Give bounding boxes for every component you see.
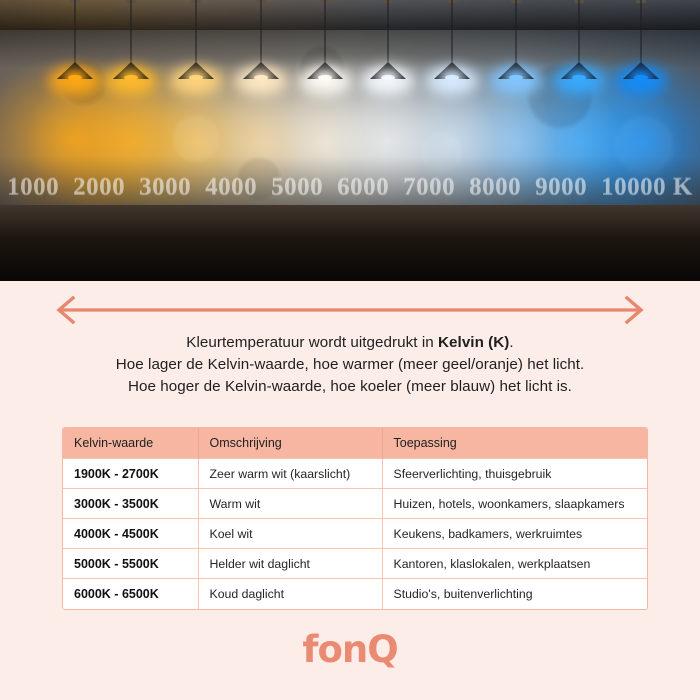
cell-kelvin-value: 6000K - 6500K	[63, 578, 199, 609]
wall-kelvin-label: 8000	[469, 173, 522, 200]
wall-kelvin-label: 3000	[139, 173, 192, 200]
range-arrow	[0, 296, 700, 326]
lamp-cord	[324, 0, 326, 72]
description-line-1-post: .	[509, 334, 514, 351]
lamp-cord	[74, 0, 76, 72]
table-row: 6000K - 6500K Koud daglicht Studio's, buit…	[63, 578, 647, 609]
wall-vignette	[0, 30, 700, 205]
ceiling	[0, 0, 700, 34]
lamp-cord	[451, 0, 453, 72]
double-arrow-icon	[56, 296, 644, 324]
kelvin-k-emphasis: Kelvin (K)	[438, 334, 510, 351]
lamp-bulb	[124, 75, 138, 80]
kelvin-table: Kelvin-waarde Omschrijving Toepassing 1900…	[63, 428, 647, 609]
pendant-lamp-3000k	[169, 0, 223, 96]
table-body: 1900K - 2700K Zeer warm wit (kaarslicht) S…	[63, 458, 647, 609]
cell-description: Koel wit	[198, 518, 383, 549]
description-line-2: Hoe lager de Kelvin-waarde, hoe warmer (…	[115, 356, 585, 373]
wall-kelvin-label: 2000	[73, 173, 126, 200]
lamp-cord	[130, 0, 132, 72]
lamp-cord	[260, 0, 262, 72]
wooden-floor	[0, 205, 700, 281]
cell-application: Kantoren, klaslokalen, werkplaatsen	[382, 548, 647, 579]
pendant-lamp-8000k	[489, 0, 543, 96]
kelvin-scale-labels: 1000 2000 3000 4000 5000 6000 7000 8000 9000 1000…	[0, 172, 700, 202]
table-row: 5000K - 5500K Helder wit daglicht Kantoren…	[63, 548, 647, 579]
table-header-row: Kelvin-waarde Omschrijving Toepassing	[63, 428, 647, 459]
lamp-cord	[195, 0, 197, 72]
cell-description: Zeer warm wit (kaarslicht)	[198, 458, 383, 489]
cell-kelvin-value: 1900K - 2700K	[63, 458, 199, 489]
lamp-bulb	[634, 75, 648, 80]
lamp-shade	[113, 62, 149, 79]
lamp-bulb	[572, 75, 586, 80]
fonq-logo[interactable]: fonQ	[302, 628, 398, 671]
cell-application: Keukens, badkamers, werkruimtes	[382, 518, 647, 549]
lamp-bulb	[189, 75, 203, 80]
lamp-bulb	[68, 75, 82, 80]
table-row: 3000K - 3500K Warm wit Huizen, hotels, woo…	[63, 488, 647, 519]
pendant-lamp-10000k	[614, 0, 668, 96]
description-line-1: Kleurtemperatuur wordt uitgedrukt in Kel…	[0, 332, 700, 354]
lamp-bulb	[445, 75, 459, 80]
cell-kelvin-value: 3000K - 3500K	[63, 488, 199, 519]
pendant-lamp-7000k	[425, 0, 479, 96]
lamp-cord	[515, 0, 517, 72]
wall-kelvin-label: 9000	[535, 173, 588, 200]
wall	[0, 30, 700, 205]
pendant-lamp-4000k	[234, 0, 288, 96]
pendant-lamp-9000k	[552, 0, 606, 96]
pendant-lamp-6000k	[361, 0, 415, 96]
lamp-shade	[623, 62, 659, 79]
lamp-shade	[561, 62, 597, 79]
wall-kelvin-label: 5000	[271, 173, 324, 200]
table-row: 1900K - 2700K Zeer warm wit (kaarslicht) S…	[63, 458, 647, 489]
pendant-lamp-1000k	[48, 0, 102, 96]
kelvin-table-container: Kelvin-waarde Omschrijving Toepassing 1900…	[62, 427, 648, 610]
wall-kelvin-label: 7000	[403, 173, 456, 200]
wall-kelvin-label: 10000 K	[601, 173, 693, 200]
lamp-shade	[57, 62, 93, 79]
cell-kelvin-value: 5000K - 5500K	[63, 548, 199, 579]
description-line-1-pre: Kleurtemperatuur wordt uitgedrukt in	[186, 334, 439, 351]
table-header-cell-1: Kelvin-waarde	[63, 428, 199, 459]
description-line-3: Hoe hoger de Kelvin-waarde, hoe koeler (…	[128, 378, 572, 395]
lamp-cord	[387, 0, 389, 72]
lamp-bulb	[381, 75, 395, 80]
lamp-shade	[243, 62, 279, 79]
cell-description: Helder wit daglicht	[198, 548, 383, 579]
cell-description: Koud daglicht	[198, 578, 383, 609]
wall-texture	[0, 30, 700, 205]
cell-application: Sfeerverlichting, thuisgebruik	[382, 458, 647, 489]
pendant-lamp-5000k	[298, 0, 352, 96]
lamp-bulb	[254, 75, 268, 80]
cell-application: Studio's, buitenverlichting	[382, 578, 647, 609]
lamp-shade	[178, 62, 214, 79]
wall-kelvin-label: 6000	[337, 173, 390, 200]
wall-kelvin-label: 4000	[205, 173, 258, 200]
hero-photo-color-temperature: 1000 2000 3000 4000 5000 6000 7000 8000 9000 1000…	[0, 0, 700, 281]
lamp-cord	[640, 0, 642, 72]
lamp-shade	[434, 62, 470, 79]
description-paragraph: Kleurtemperatuur wordt uitgedrukt in Kel…	[0, 332, 700, 398]
table-header-cell-2: Omschrijving	[198, 428, 383, 459]
lamp-bulb	[509, 75, 523, 80]
lamp-bulb	[318, 75, 332, 80]
cell-application: Huizen, hotels, woonkamers, slaapkamers	[382, 488, 647, 519]
table-head: Kelvin-waarde Omschrijving Toepassing	[63, 428, 647, 459]
wall-kelvin-label: 1000	[7, 173, 60, 200]
lamp-shade	[307, 62, 343, 79]
lamp-shade	[498, 62, 534, 79]
cell-kelvin-value: 4000K - 4500K	[63, 518, 199, 549]
lamp-cord	[578, 0, 580, 72]
table-header-cell-3: Toepassing	[382, 428, 647, 459]
table-row: 4000K - 4500K Koel wit Keukens, badkamers,…	[63, 518, 647, 549]
lamp-shade	[370, 62, 406, 79]
pendant-lamp-2000k	[104, 0, 158, 96]
cell-description: Warm wit	[198, 488, 383, 519]
